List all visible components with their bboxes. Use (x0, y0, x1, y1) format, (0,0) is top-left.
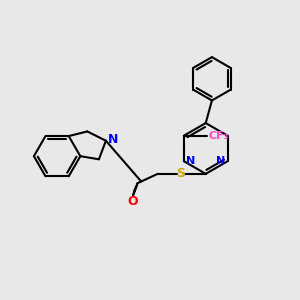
Text: N: N (107, 133, 118, 146)
Text: CF₃: CF₃ (208, 131, 229, 141)
Text: O: O (128, 195, 138, 208)
Text: N: N (216, 156, 225, 166)
Text: S: S (176, 167, 185, 180)
Text: N: N (186, 156, 196, 166)
